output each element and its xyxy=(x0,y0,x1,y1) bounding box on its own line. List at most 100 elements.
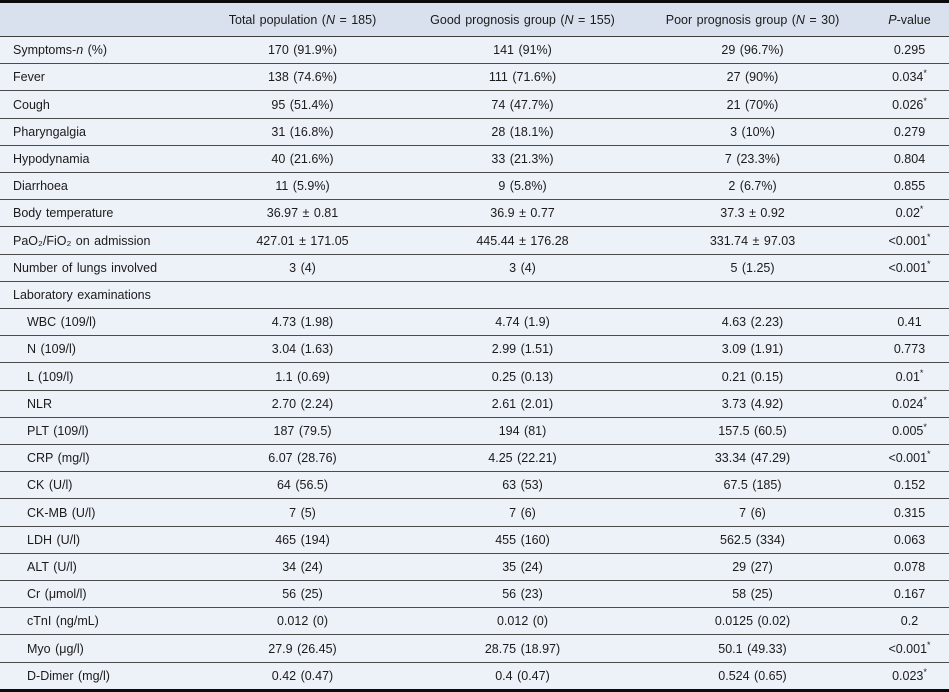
total-population-value xyxy=(195,280,410,309)
header-p-post: -value xyxy=(896,12,931,27)
table-row: Myo (μg/l) 27.9 (26.45) 28.75 (18.97) 50… xyxy=(0,634,949,663)
p-value: 0.167 xyxy=(870,580,949,608)
p-value: 0.773 xyxy=(870,335,949,363)
row-label-text: NLR xyxy=(27,396,53,411)
good-prognosis-value: 56 (23) xyxy=(410,580,635,608)
row-label: CRP (mg/l) xyxy=(0,444,195,472)
good-prognosis-value: 2.61 (2.01) xyxy=(410,389,635,418)
poor-prognosis-value: 29 (27) xyxy=(635,552,870,581)
total-population-value: 7 (5) xyxy=(195,498,410,527)
row-label: Body temperature xyxy=(0,199,195,227)
p-value: 0.024* xyxy=(870,389,949,418)
row-label: PLT (109/l) xyxy=(0,416,195,445)
table-row: Fever 138 (74.6%) 111 (71.6%) 27 (90%) 0… xyxy=(0,63,949,91)
column-header-p-value: P-value xyxy=(870,1,949,37)
total-population-value: 27.9 (26.45) xyxy=(195,634,410,663)
poor-prognosis-value xyxy=(635,280,870,309)
good-prognosis-value: 111 (71.6%) xyxy=(410,63,635,91)
significance-asterisk: * xyxy=(927,258,931,269)
good-prognosis-value: 141 (91%) xyxy=(410,36,635,64)
good-prognosis-value: 455 (160) xyxy=(410,525,635,554)
row-label-text: LDH (U/l) xyxy=(27,532,81,547)
significance-asterisk: * xyxy=(923,666,927,677)
good-prognosis-value: 2.99 (1.51) xyxy=(410,335,635,363)
column-header-total-population: Total population (N = 185) xyxy=(195,1,410,37)
total-population-value: 170 (91.9%) xyxy=(195,36,410,64)
table-row: Diarrhoea 11 (5.9%) 9 (5.8%) 2 (6.7%) 0.… xyxy=(0,172,949,200)
poor-prognosis-value: 29 (96.7%) xyxy=(635,36,870,64)
row-label-text: Myo (μg/l) xyxy=(27,641,84,656)
row-label-text: Diarrhoea xyxy=(13,179,68,194)
table-row: NLR 2.70 (2.24) 2.61 (2.01) 3.73 (4.92) … xyxy=(0,389,949,418)
header-total-pre: Total population ( xyxy=(228,12,326,27)
row-label: L (109/l) xyxy=(0,362,195,391)
p-value: 0.005* xyxy=(870,416,949,445)
table-row: Pharyngalgia 31 (16.8%) 28 (18.1%) 3 (10… xyxy=(0,117,949,146)
significance-asterisk: * xyxy=(923,68,927,79)
row-label: Diarrhoea xyxy=(0,172,195,200)
significance-asterisk: * xyxy=(923,394,927,405)
row-label-text: CK-MB (U/l) xyxy=(27,505,96,520)
table-row: Cough 95 (51.4%) 74 (47.7%) 21 (70%) 0.0… xyxy=(0,90,949,119)
p-value: 0.295 xyxy=(870,36,949,64)
row-label-text: WBC (109/l) xyxy=(27,315,97,330)
poor-prognosis-value: 3.09 (1.91) xyxy=(635,335,870,363)
total-population-value: 64 (56.5) xyxy=(195,471,410,499)
row-label: Hypodynamia xyxy=(0,144,195,173)
poor-prognosis-value: 4.63 (2.23) xyxy=(635,308,870,336)
row-label: Pharyngalgia xyxy=(0,117,195,146)
good-prognosis-value: 63 (53) xyxy=(410,471,635,499)
poor-prognosis-value: 21 (70%) xyxy=(635,90,870,119)
poor-prognosis-value: 33.34 (47.29) xyxy=(635,444,870,472)
row-label-text: Laboratory examinations xyxy=(13,287,151,302)
row-label: Laboratory examinations xyxy=(0,280,195,309)
row-label: D-Dimer (mg/l) xyxy=(0,661,195,691)
good-prognosis-value: 7 (6) xyxy=(410,498,635,527)
table-row: D-Dimer (mg/l) 0.42 (0.47) 0.4 (0.47) 0.… xyxy=(0,661,949,691)
significance-asterisk: * xyxy=(923,95,927,106)
row-label: CK (U/l) xyxy=(0,471,195,499)
good-prognosis-value: 194 (81) xyxy=(410,416,635,445)
table-row: PLT (109/l) 187 (79.5) 194 (81) 157.5 (6… xyxy=(0,416,949,445)
significance-asterisk: * xyxy=(927,231,931,242)
poor-prognosis-value: 331.74 ± 97.03 xyxy=(635,226,870,255)
total-population-value: 1.1 (0.69) xyxy=(195,362,410,391)
total-population-value: 31 (16.8%) xyxy=(195,117,410,146)
row-label-text: cTnI (ng/mL) xyxy=(27,614,99,629)
p-value: 0.804 xyxy=(870,144,949,173)
good-prognosis-value: 0.4 (0.47) xyxy=(410,661,635,691)
row-label-text: D-Dimer (mg/l) xyxy=(27,668,110,683)
p-value: 0.026* xyxy=(870,90,949,119)
row-label-text: Pharyngalgia xyxy=(13,124,86,139)
table-row: Number of lungs involved 3 (4) 3 (4) 5 (… xyxy=(0,253,949,282)
total-population-value: 36.97 ± 0.81 xyxy=(195,199,410,227)
total-population-value: 56 (25) xyxy=(195,580,410,608)
poor-prognosis-value: 5 (1.25) xyxy=(635,253,870,282)
table-header: Total population (N = 185) Good prognosi… xyxy=(0,1,949,37)
good-prognosis-value: 3 (4) xyxy=(410,253,635,282)
p-value: <0.001* xyxy=(870,444,949,472)
poor-prognosis-value: 0.524 (0.65) xyxy=(635,661,870,691)
significance-asterisk: * xyxy=(923,421,927,432)
p-value: 0.152 xyxy=(870,471,949,499)
row-label-text: Hypodynamia xyxy=(13,151,90,166)
row-label-text: Symptoms- xyxy=(13,43,77,58)
total-population-value: 427.01 ± 171.05 xyxy=(195,226,410,255)
total-population-value: 95 (51.4%) xyxy=(195,90,410,119)
table-row: Hypodynamia 40 (21.6%) 33 (21.3%) 7 (23.… xyxy=(0,144,949,173)
table-row: Symptoms-n (%) 170 (91.9%) 141 (91%) 29 … xyxy=(0,36,949,64)
p-value: 0.02* xyxy=(870,199,949,227)
row-label: Cr (μmol/l) xyxy=(0,580,195,608)
row-label: cTnI (ng/mL) xyxy=(0,607,195,635)
header-poor-italic-n: N xyxy=(795,12,805,27)
row-label: ALT (U/l) xyxy=(0,552,195,581)
poor-prognosis-value: 27 (90%) xyxy=(635,63,870,91)
poor-prognosis-value: 3.73 (4.92) xyxy=(635,389,870,418)
row-label: NLR xyxy=(0,389,195,418)
p-value: 0.063 xyxy=(870,525,949,554)
good-prognosis-value xyxy=(410,280,635,309)
total-population-value: 0.42 (0.47) xyxy=(195,661,410,691)
good-prognosis-value: 445.44 ± 176.28 xyxy=(410,226,635,255)
table-row: LDH (U/l) 465 (194) 455 (160) 562.5 (334… xyxy=(0,525,949,554)
